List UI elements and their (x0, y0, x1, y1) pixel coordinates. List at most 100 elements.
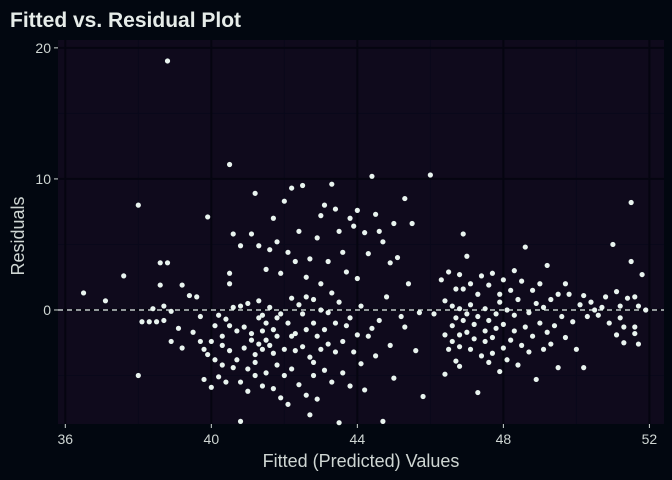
data-point (529, 333, 536, 339)
data-point (332, 349, 339, 355)
data-point (519, 278, 525, 284)
data-point (285, 401, 291, 407)
data-point (285, 249, 291, 255)
data-point (321, 327, 328, 333)
data-point (456, 363, 463, 369)
data-point (205, 214, 211, 220)
data-point (168, 338, 174, 345)
data-point (486, 359, 492, 366)
plot-panel (58, 40, 664, 424)
data-point (285, 320, 291, 326)
data-point (391, 375, 397, 381)
data-point (599, 304, 605, 310)
data-point (343, 269, 349, 275)
data-point (635, 341, 642, 347)
data-point (241, 345, 247, 351)
data-point (197, 338, 203, 345)
data-point (628, 199, 634, 206)
data-point (256, 315, 262, 321)
data-point (325, 341, 331, 347)
data-point (497, 368, 503, 375)
data-point (489, 334, 496, 341)
data-point (289, 295, 295, 301)
data-point (310, 372, 317, 379)
data-point (358, 303, 364, 309)
data-point (270, 215, 276, 221)
data-point (573, 346, 579, 352)
data-point (402, 324, 408, 330)
data-point (219, 333, 225, 339)
data-point (533, 300, 539, 307)
data-point (548, 296, 554, 303)
data-point (194, 294, 200, 300)
data-point (584, 313, 590, 320)
data-point (318, 346, 324, 352)
data-point (610, 241, 616, 248)
data-point (613, 332, 620, 338)
data-point (234, 328, 240, 334)
data-point (478, 353, 485, 359)
data-point (522, 244, 528, 250)
data-point (526, 349, 532, 355)
data-point (274, 239, 280, 245)
data-point (475, 389, 481, 396)
data-point (376, 228, 382, 234)
data-point (263, 320, 269, 326)
data-point (226, 161, 233, 168)
data-point (289, 185, 295, 191)
data-point (216, 312, 222, 318)
data-point (329, 379, 335, 385)
data-point (559, 313, 565, 320)
data-point (267, 304, 273, 310)
data-point (624, 295, 631, 301)
x-tick-label: 48 (496, 431, 512, 447)
data-point (467, 281, 474, 287)
data-point (489, 270, 496, 276)
data-point (522, 324, 528, 330)
data-point (299, 182, 306, 189)
data-point (259, 383, 266, 389)
data-point (252, 190, 258, 196)
data-point (391, 220, 397, 227)
data-point (504, 357, 510, 363)
data-point (562, 281, 569, 287)
data-point (562, 334, 569, 341)
data-point (511, 312, 517, 318)
data-point (508, 337, 514, 343)
data-point (347, 215, 353, 221)
data-point (373, 211, 379, 217)
data-point (274, 362, 280, 368)
data-point (555, 291, 561, 297)
data-point (230, 365, 236, 371)
data-point (497, 291, 503, 297)
x-tick-label: 44 (350, 431, 366, 447)
data-point (179, 282, 185, 288)
data-point (351, 349, 357, 355)
data-point (208, 338, 214, 345)
data-point (336, 299, 342, 305)
data-point (256, 341, 262, 347)
data-point (500, 345, 506, 351)
data-point (602, 294, 609, 300)
data-point (245, 366, 251, 372)
data-point (621, 324, 627, 330)
data-point (325, 258, 331, 265)
data-point (566, 291, 572, 297)
data-point (460, 317, 466, 324)
data-point (237, 303, 244, 309)
data-point (263, 370, 269, 376)
grid-lines (58, 40, 664, 424)
data-point (270, 350, 276, 356)
data-point (548, 341, 554, 347)
data-point (592, 307, 598, 313)
data-point (453, 286, 459, 292)
data-point (237, 379, 244, 385)
data-point (486, 282, 492, 288)
data-point (252, 372, 258, 379)
data-point (456, 271, 463, 278)
data-point (628, 258, 634, 265)
data-point (595, 312, 601, 318)
data-point (263, 266, 269, 272)
data-point (427, 172, 433, 178)
data-point (296, 228, 302, 234)
